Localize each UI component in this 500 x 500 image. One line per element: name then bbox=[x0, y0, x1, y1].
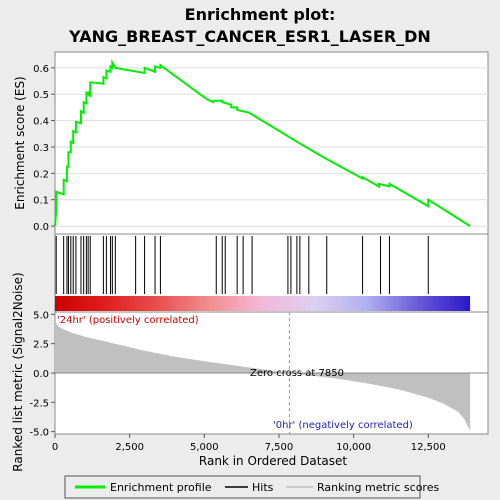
legend-label-ranking: Ranking metric scores bbox=[317, 481, 439, 494]
es-y-tick-label: 0.0 bbox=[33, 222, 49, 233]
x-tick-label: 0 bbox=[52, 442, 58, 453]
legend-item-hits: Hits bbox=[225, 481, 274, 494]
rank-y-ticks: 5.0 2.5 0.0 -2.5 -5.0 bbox=[29, 310, 55, 439]
rank-y-tick-label: -5.0 bbox=[29, 428, 49, 439]
es-y-tick-label: 0.4 bbox=[33, 117, 49, 128]
es-gridlines bbox=[55, 67, 488, 227]
negative-label: '0hr' (negatively correlated) bbox=[273, 420, 413, 431]
es-y-ticks: 0.0 0.1 0.2 0.3 0.4 0.5 0.6 bbox=[33, 64, 55, 233]
x-tick-label: 12,500 bbox=[411, 442, 446, 453]
rank-color-bar bbox=[55, 296, 471, 311]
rank-y-axis-label: Ranked list metric (Signal2Noise) bbox=[11, 272, 25, 471]
enrichment-profile-line bbox=[54, 58, 471, 227]
x-tick-label: 10,000 bbox=[336, 442, 371, 453]
rank-y-tick-label: -2.5 bbox=[29, 398, 49, 409]
chart-title: Enrichment plot: bbox=[185, 5, 336, 24]
es-y-tick-label: 0.6 bbox=[33, 64, 49, 75]
x-tick-label: 2,500 bbox=[115, 442, 144, 453]
es-y-axis-label: Enrichment score (ES) bbox=[13, 76, 27, 209]
rank-y-tick-label: 0.0 bbox=[33, 369, 49, 380]
legend-item-enrichment: Enrichment profile bbox=[75, 481, 212, 494]
legend-label-enrichment: Enrichment profile bbox=[110, 481, 212, 494]
positive-label: '24hr' (positively correlated) bbox=[57, 315, 199, 326]
es-y-tick-label: 0.5 bbox=[33, 90, 49, 101]
x-tick-label: 5,000 bbox=[190, 442, 219, 453]
legend-item-ranking: Ranking metric scores bbox=[286, 481, 439, 494]
es-y-tick-label: 0.3 bbox=[33, 143, 49, 154]
rank-y-tick-label: 5.0 bbox=[33, 310, 49, 321]
legend-label-hits: Hits bbox=[252, 481, 274, 494]
zero-cross-label: Zero cross at 7850 bbox=[250, 368, 344, 379]
hit-markers bbox=[55, 236, 429, 294]
es-y-tick-label: 0.1 bbox=[33, 196, 49, 207]
x-axis-ticks: 0 2,500 5,000 7,500 10,000 12,500 bbox=[52, 434, 446, 453]
x-tick-label: 7,500 bbox=[265, 442, 294, 453]
es-panel bbox=[54, 51, 489, 235]
chart-subtitle: YANG_BREAST_CANCER_ESR1_LASER_DN bbox=[68, 27, 431, 46]
es-y-tick-label: 0.2 bbox=[33, 169, 49, 180]
rank-y-tick-label: 2.5 bbox=[33, 340, 49, 351]
x-axis-label: Rank in Ordered Dataset bbox=[199, 454, 347, 468]
ranking-metric-area bbox=[55, 321, 471, 431]
